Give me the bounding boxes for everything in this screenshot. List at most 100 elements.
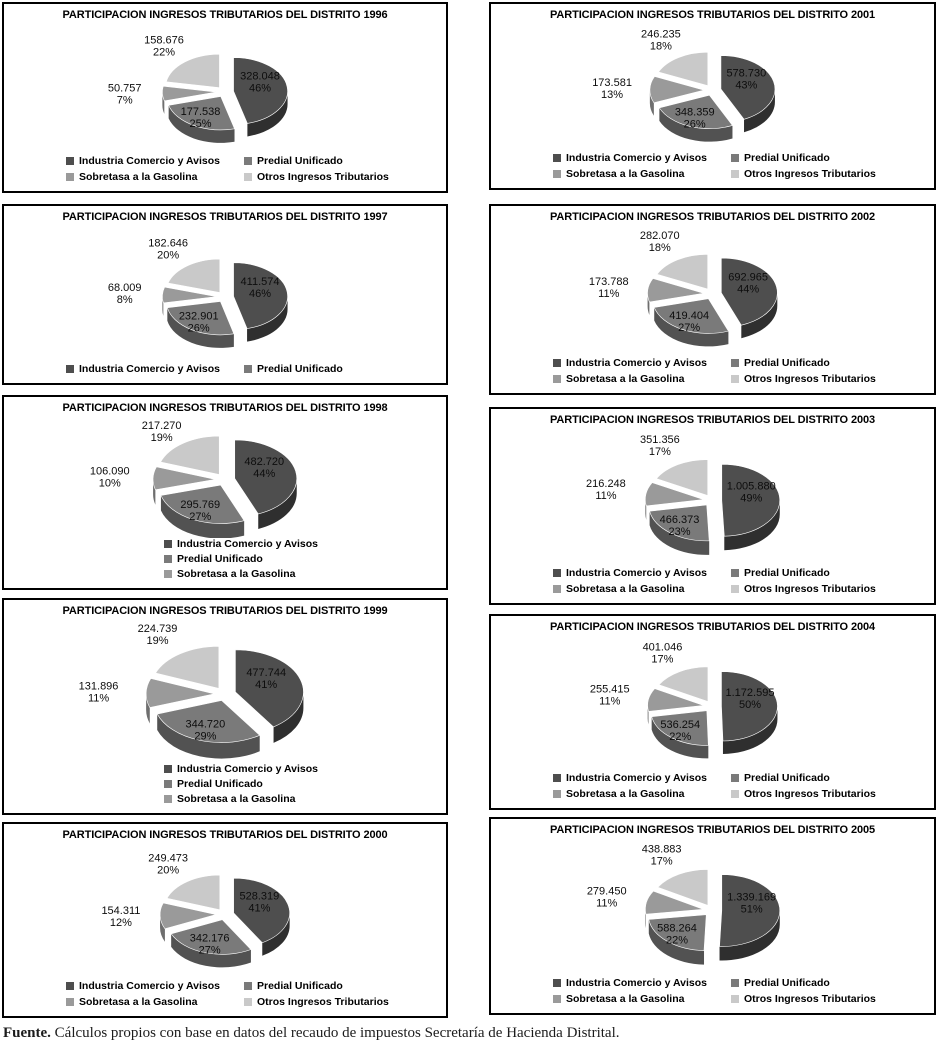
chart-legend: Industria Comercio y Avisos Predial Unifi… [491,152,934,188]
chart-legend: Industria Comercio y Avisos Predial Unifi… [491,357,934,393]
legend-label: Industria Comercio y Avisos [79,363,221,375]
legend-swatch [731,774,739,782]
legend-label: Sobretasa a la Gasolina [177,568,296,580]
pie-chart-2004: PARTICIPACION INGRESOS TRIBUTARIOS DEL D… [489,614,936,810]
chart-legend: Industria Comercio y Avisos Predial Unifi… [4,363,446,383]
pie-chart-2002: PARTICIPACION INGRESOS TRIBUTARIOS DEL D… [489,204,936,395]
pie-data-label-1: 588.264 22% [657,922,697,946]
pie-slice-0 [233,57,288,124]
legend-swatch [553,585,561,593]
pie-3d-1998: 482.720 44% 295.769 27% 106.090 10% 217.270 19% [90,420,297,538]
legend-label: Predial Unificado [744,977,830,989]
chart-title: PARTICIPACION INGRESOS TRIBUTARIOS DEL D… [62,211,388,223]
pie-slice-3 [155,645,220,689]
pie-data-label-1: 419.404 27% [669,310,709,334]
legend-swatch [553,359,561,367]
pie-data-label-1: 295.769 27% [180,499,220,523]
pie-data-label-3: 158.676 22% [144,34,184,58]
pie-3d-2000: 528.319 41% 342.176 27% 154.311 12% 249.473 20% [101,852,290,968]
pie-data-label-1: 177.538 25% [181,106,221,130]
pie-slice-1 [156,699,261,743]
chart-legend: Industria Comercio y Avisos Predial Unifi… [4,980,446,1016]
pie-data-label-2: 154.311 12% [101,905,140,929]
pie-data-label-0: 328.048 46% [240,70,280,94]
pie-data-label-3: 351.356 17% [640,434,680,458]
pie-slice-2 [159,902,217,929]
legend-item: Sobretasa a la Gasolina [553,168,731,180]
legend-swatch [66,982,74,990]
legend-swatch [244,173,252,181]
legend-label: Industria Comercio y Avisos [566,567,708,579]
pie-slice-side-2 [649,89,654,116]
legend-swatch [553,170,561,178]
legend-label: Otros Ingresos Tributarios [744,583,876,595]
pie-slice-side-0 [258,478,297,529]
legend-swatch [553,154,561,162]
legend-swatch [244,157,252,165]
legend-item: Otros Ingresos Tributarios [244,996,438,1008]
legend-item: Otros Ingresos Tributarios [731,788,926,800]
pie-data-label-2: 279.450 11% [587,885,627,909]
legend-item: Predial Unificado [244,155,438,167]
pie-slice-side-2 [162,296,164,316]
pie-slice-3 [160,435,220,475]
pie-slice-0 [234,439,297,515]
legend-item: Predial Unificado [164,553,438,565]
pie-slice-side-1 [651,716,709,759]
pie-slice-2 [162,286,217,303]
pie-slice-side-1 [167,307,234,348]
legend-swatch [731,995,739,1003]
pie-slice-0 [721,463,781,537]
pie-chart-2003: PARTICIPACION INGRESOS TRIBUTARIOS DEL D… [489,407,936,605]
pie-slice-side-1 [171,933,251,968]
pie-3d-1996: 328.048 46% 177.538 25% 50.757 7%158.676 22% [108,34,288,143]
pie-slice-side-1 [648,919,705,965]
pie-data-label-1: 348.359 26% [675,106,715,130]
legend-label: Industria Comercio y Avisos [177,538,319,550]
legend-label: Predial Unificado [744,152,830,164]
pie-slice-1 [658,94,733,129]
legend-swatch [731,979,739,987]
legend-swatch [553,375,561,383]
pie-slice-side-2 [160,914,165,942]
pie-slice-3 [165,53,220,88]
pie-slice-1 [168,95,235,130]
pie-slice-2 [647,688,704,712]
chart-title: PARTICIPACION INGRESOS TRIBUTARIOS DEL D… [62,402,388,414]
pie-data-label-0: 1.172.595 50% [726,687,775,711]
legend-item: Industria Comercio y Avisos [66,155,244,167]
legend-label: Otros Ingresos Tributarios [744,373,876,385]
source-note: Fuente. Cálculos propios con base en dat… [3,1025,933,1042]
pie-slice-2 [145,677,215,708]
pie-3d-2002: 692.965 44% 419.404 27% 173.788 11% 282.070 18% [589,230,778,347]
chart-title: PARTICIPACION INGRESOS TRIBUTARIOS DEL D… [549,211,876,223]
legend-label: Otros Ingresos Tributarios [744,788,876,800]
pie-data-label-2: 131.896 11% [79,680,119,704]
pie-slice-1 [160,484,245,524]
pie-3d-1999: 477.744 41% 344.720 29% 131.896 11% 224.739 19% [79,623,304,759]
legend-label: Sobretasa a la Gasolina [566,788,685,800]
pie-data-label-0: 1.005.880 49% [727,480,776,504]
pie-slice-3 [658,666,709,702]
pie-data-label-3: 282.070 18% [640,230,680,254]
pie-slice-side-0 [741,292,778,338]
legend-item: Industria Comercio y Avisos [553,772,731,784]
chart-title: PARTICIPACION INGRESOS TRIBUTARIOS DEL D… [549,414,876,426]
pie-data-label-0: 411.574 46% [241,276,280,300]
pie-data-label-3: 246.235 18% [641,28,681,52]
pie-slice-1 [648,914,707,951]
chart-legend: Industria Comercio y Avisos Predial Unifi… [4,155,446,191]
pie-slice-1 [166,300,235,335]
legend-swatch [164,555,172,563]
legend-label: Industria Comercio y Avisos [177,763,319,775]
pie-slice-0 [235,649,304,728]
pie-data-label-3: 224.739 19% [138,623,178,647]
pie-data-label-1: 232.901 26% [179,310,219,334]
legend-swatch [553,790,561,798]
pie-slice-1 [651,710,709,746]
chart-legend: Industria Comercio y Avisos Predial Unifi… [491,977,934,1013]
pie-3d-1997: 411.574 46% 232.901 26% 68.009 8%182.646 20% [108,237,288,348]
legend-label: Predial Unificado [257,363,343,375]
pie-slice-side-0 [247,90,288,137]
legend-item: Otros Ingresos Tributarios [731,168,926,180]
